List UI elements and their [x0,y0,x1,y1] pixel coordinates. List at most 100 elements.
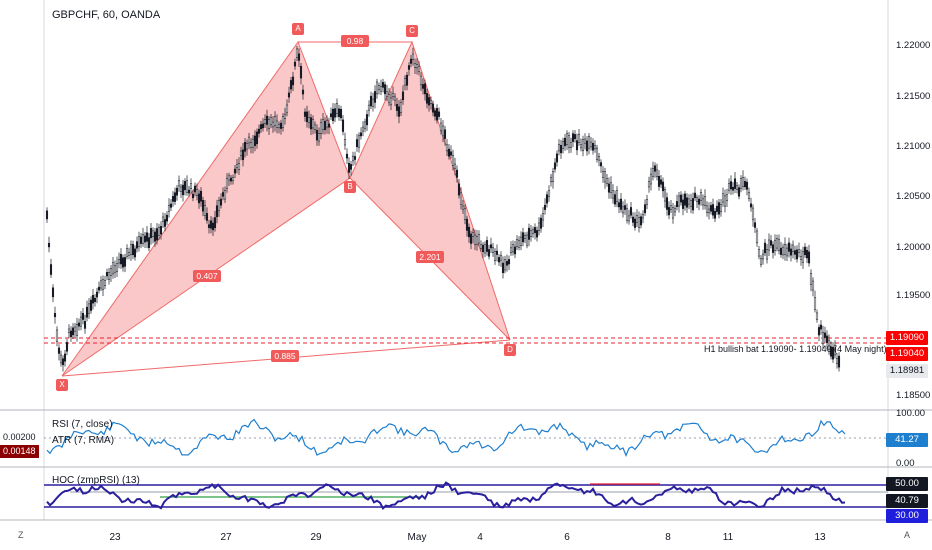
candle-body [537,222,541,231]
time-axis-label: May [407,532,427,543]
candle-body [409,58,413,64]
candle-body [295,48,299,58]
symbol-title[interactable]: GBPCHF, 60, OANDA [52,9,161,21]
candle-body [191,193,195,199]
candle-body [205,213,209,221]
candle-body [833,344,837,356]
candle-body [159,226,163,235]
candle-body [461,205,465,210]
candle-body [325,120,329,128]
candle-body [627,215,631,222]
atr-label[interactable]: ATR (7, RMA) [52,435,115,446]
candle-body [107,272,111,280]
candle-body [129,244,133,255]
candle-body [753,222,757,228]
candle-body [573,134,577,140]
candle-body [169,203,173,208]
candle-body [639,216,643,226]
candle-body [747,191,751,199]
candle-body [267,119,271,129]
candle-body [59,354,63,364]
candle-body [87,303,91,314]
candle-body [535,230,539,238]
candle-body [285,104,289,114]
candle-body [93,297,97,302]
pattern-point-label[interactable]: A [292,23,304,35]
candle-body [261,123,265,129]
candle-body [575,140,579,151]
candle-body [683,193,687,206]
candle-body [53,313,57,318]
candle-body [617,202,621,208]
candle-body [371,98,375,107]
candle-body [613,194,617,205]
candle-body [473,234,477,246]
candle-body [359,132,363,137]
candle-body [703,195,707,206]
price-tag-current: 1.18981 [886,364,928,378]
candle-body [629,207,633,216]
candle-body [809,273,813,286]
time-axis-label: 4 [477,532,483,543]
candle-body [671,207,675,219]
candle-body [299,66,303,79]
candle-body [497,257,501,263]
candle-body [767,239,771,251]
candle-body [47,242,51,248]
candle-body [451,155,455,166]
candle-body [237,163,241,170]
candle-body [641,214,645,219]
candle-body [115,263,119,272]
candle-body [395,104,399,111]
candle-body [499,255,503,261]
price-candles [45,45,841,372]
candle-body [51,287,55,298]
candle-body [819,324,823,330]
hoc-label[interactable]: HOC (zmpRSI) (13) [52,475,140,486]
candle-body [423,83,427,95]
candle-body [665,197,669,210]
candle-body [733,178,737,189]
candle-body [245,143,249,150]
rsi-label[interactable]: RSI (7, close) [52,419,113,430]
candle-body [445,144,449,152]
candle-body [171,195,175,202]
zoom-corner-button[interactable]: Z [18,530,24,540]
candle-body [623,205,627,210]
candle-body [443,129,447,139]
candle-body [701,198,705,206]
candle-body [801,251,805,263]
candle-body [109,268,113,276]
candle-body [543,204,547,210]
candle-body [229,177,233,182]
candle-body [755,230,759,244]
bat-pattern[interactable] [61,40,511,377]
candle-body [481,244,485,253]
pattern-annotation: H1 bullish bat 1.19090- 1.19040 (4 May n… [704,344,887,354]
pattern-point-label[interactable]: C [406,25,418,37]
candle-body [167,204,171,212]
candle-body [601,170,605,178]
candle-body [741,176,745,187]
candle-body [353,156,357,160]
auto-scale-button[interactable]: A [904,530,911,540]
candle-body [525,234,529,246]
candle-body [691,198,695,211]
candle-body [571,133,575,142]
candle-body [55,329,59,342]
pattern-ratio-label: 0.98 [341,35,369,47]
candle-body [519,236,523,246]
candle-body [97,286,101,291]
candle-body [817,327,821,336]
pattern-point-label[interactable]: B [344,181,356,193]
candle-body [757,249,761,257]
pattern-point-label[interactable]: D [504,344,516,356]
candle-body [207,224,211,228]
pattern-point-label[interactable]: X [56,379,68,391]
candle-body [529,230,533,237]
candle-body [177,180,181,187]
candle-body [427,97,431,106]
candle-body [105,272,109,277]
candle-body [835,358,839,364]
